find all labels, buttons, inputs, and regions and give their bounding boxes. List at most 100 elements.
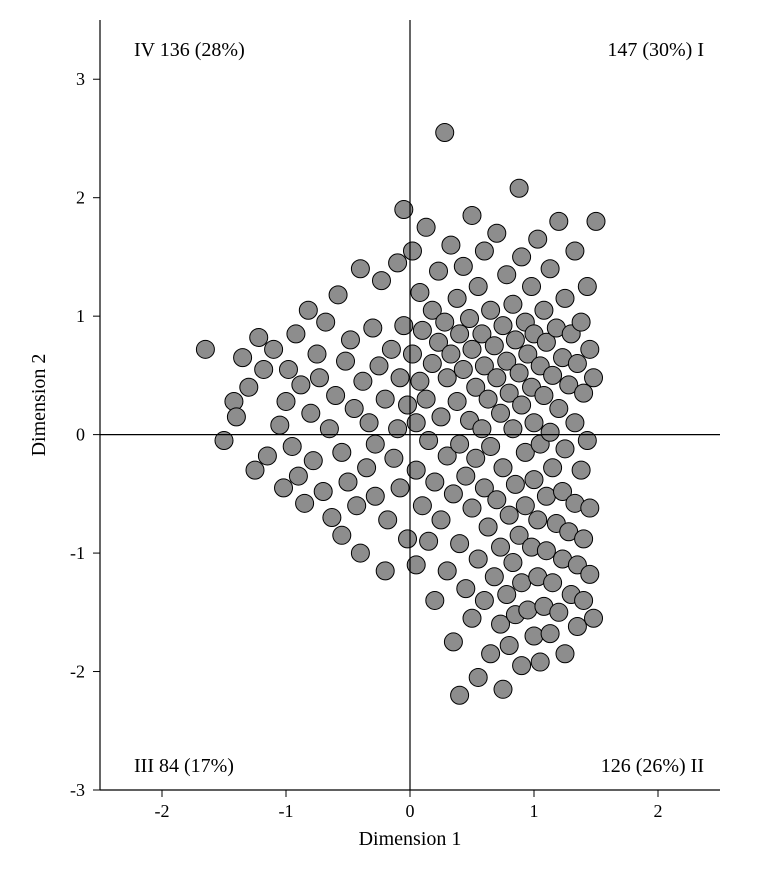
y-tick-label: -2 <box>70 662 85 682</box>
data-point <box>376 562 394 580</box>
data-point <box>399 530 417 548</box>
data-point <box>234 349 252 367</box>
data-point <box>337 352 355 370</box>
quadrant-ii-label: 126 (26%) II <box>601 755 704 777</box>
data-point <box>351 544 369 562</box>
x-tick-label: -2 <box>155 801 170 821</box>
data-point <box>413 321 431 339</box>
data-point <box>413 497 431 515</box>
data-point <box>287 325 305 343</box>
data-point <box>575 530 593 548</box>
data-point <box>566 242 584 260</box>
data-point <box>411 283 429 301</box>
data-point <box>448 392 466 410</box>
data-point <box>566 414 584 432</box>
data-point <box>451 435 469 453</box>
data-point <box>299 301 317 319</box>
data-point <box>323 509 341 527</box>
data-point <box>523 278 541 296</box>
data-point <box>498 266 516 284</box>
data-point <box>541 625 559 643</box>
data-point <box>556 440 574 458</box>
data-point <box>578 278 596 296</box>
y-tick-label: -3 <box>70 780 85 800</box>
data-point <box>581 340 599 358</box>
data-point <box>279 360 297 378</box>
data-point <box>575 384 593 402</box>
data-point <box>504 295 522 313</box>
data-point <box>444 485 462 503</box>
x-tick-label: -1 <box>279 801 294 821</box>
data-point <box>587 212 605 230</box>
data-point <box>516 497 534 515</box>
data-point <box>329 286 347 304</box>
data-point <box>451 535 469 553</box>
y-tick-label: 2 <box>76 188 85 208</box>
data-point <box>461 310 479 328</box>
data-point <box>572 313 590 331</box>
data-point <box>568 618 586 636</box>
data-point <box>506 475 524 493</box>
data-point <box>454 360 472 378</box>
data-point <box>585 369 603 387</box>
data-point <box>341 331 359 349</box>
data-point <box>275 479 293 497</box>
data-point <box>271 416 289 434</box>
data-point <box>575 591 593 609</box>
data-point <box>430 262 448 280</box>
data-point <box>444 633 462 651</box>
data-point <box>467 449 485 467</box>
data-point <box>519 601 537 619</box>
data-point <box>498 586 516 604</box>
data-point <box>240 378 258 396</box>
data-point <box>351 260 369 278</box>
data-point <box>354 372 372 390</box>
data-point <box>513 248 531 266</box>
data-point <box>432 408 450 426</box>
data-point <box>417 218 435 236</box>
data-point <box>358 459 376 477</box>
data-point <box>525 414 543 432</box>
data-point <box>485 568 503 586</box>
data-point <box>314 482 332 500</box>
data-point <box>475 242 493 260</box>
data-point <box>289 467 307 485</box>
data-point <box>246 461 264 479</box>
x-tick-label: 1 <box>530 801 539 821</box>
data-point <box>492 404 510 422</box>
data-point <box>529 511 547 529</box>
data-point <box>482 645 500 663</box>
data-point <box>333 443 351 461</box>
data-point <box>479 518 497 536</box>
data-point <box>541 423 559 441</box>
data-point <box>550 400 568 418</box>
data-point <box>366 487 384 505</box>
data-point <box>308 345 326 363</box>
scatter-chart: -2-1012-3-2-10123Dimension 1Dimension 2I… <box>0 0 771 884</box>
data-point <box>494 459 512 477</box>
data-point <box>531 653 549 671</box>
data-point <box>500 636 518 654</box>
data-point <box>364 319 382 337</box>
data-point <box>292 376 310 394</box>
y-tick-label: 0 <box>76 425 85 445</box>
data-point <box>389 254 407 272</box>
data-point <box>382 340 400 358</box>
data-point <box>537 487 555 505</box>
data-point <box>585 609 603 627</box>
data-point <box>525 627 543 645</box>
data-point <box>296 494 314 512</box>
data-point <box>432 511 450 529</box>
data-point <box>488 491 506 509</box>
y-axis-title: Dimension 2 <box>28 354 50 457</box>
data-point <box>510 364 528 382</box>
data-point <box>426 591 444 609</box>
data-point <box>372 272 390 290</box>
data-point <box>488 369 506 387</box>
data-point <box>454 257 472 275</box>
data-point <box>581 565 599 583</box>
data-point <box>423 355 441 373</box>
data-point <box>391 479 409 497</box>
data-point <box>469 668 487 686</box>
data-point <box>537 542 555 560</box>
